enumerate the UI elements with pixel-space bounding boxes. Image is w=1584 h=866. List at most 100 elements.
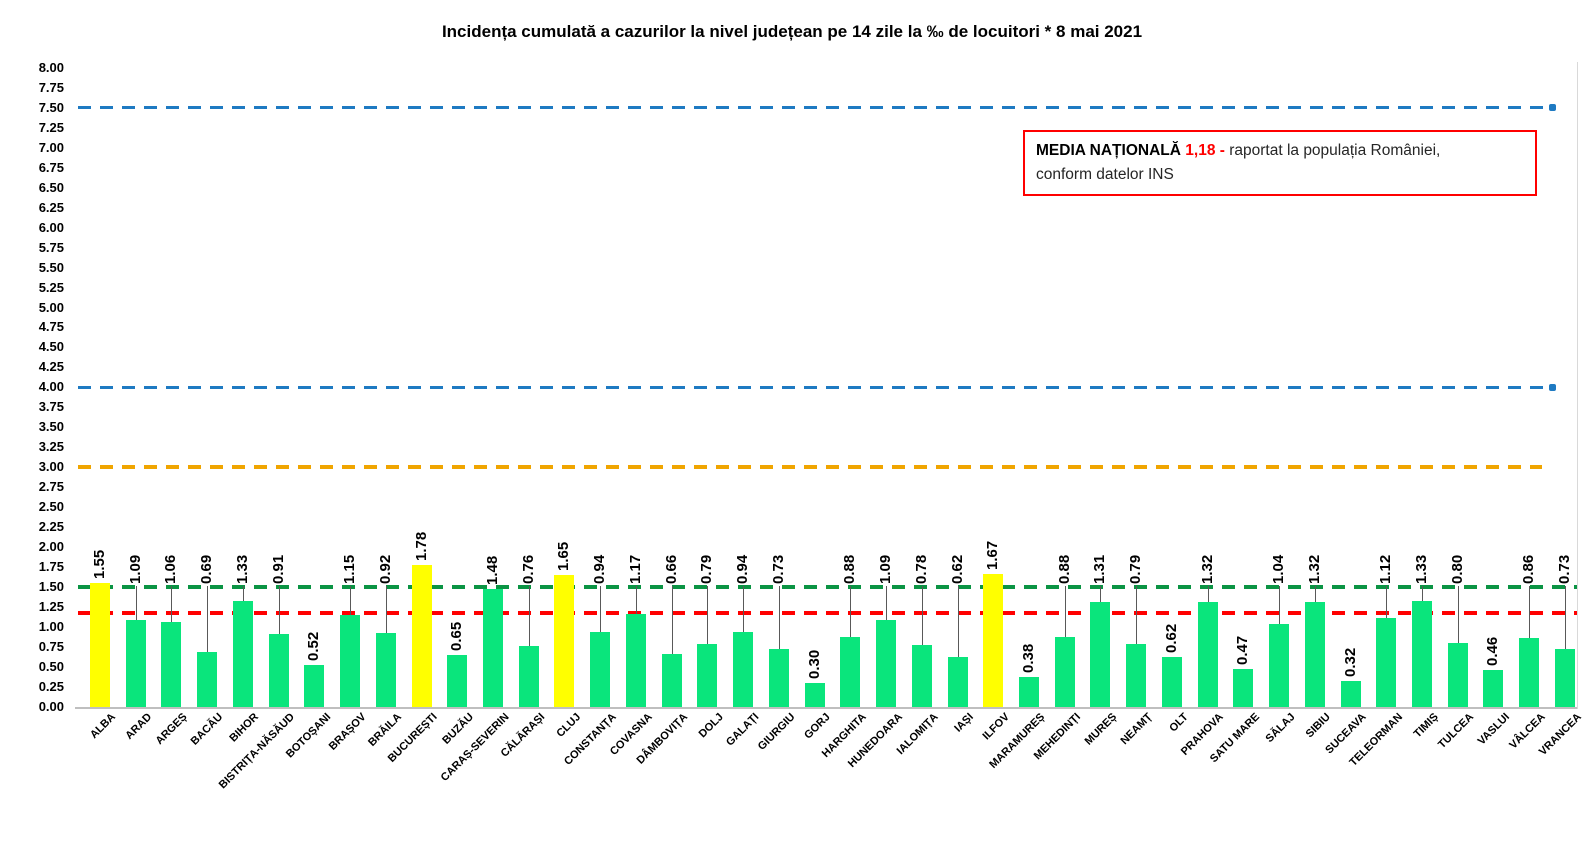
bar-value-label: 0.62 <box>1162 624 1180 654</box>
bar-leader-line <box>886 586 888 620</box>
y-tick-label: 4.75 <box>38 319 64 335</box>
bar-botoșani <box>304 665 325 707</box>
bar-value-label: 0.92 <box>376 554 394 584</box>
bar-value-label: 1.17 <box>626 554 644 584</box>
y-tick-label: 5.00 <box>38 299 64 315</box>
bar-value-label: 0.46 <box>1484 637 1502 667</box>
bar-value-label: 1.32 <box>1305 554 1323 584</box>
y-tick-label: 2.00 <box>38 539 64 555</box>
y-tick-label: 8.00 <box>38 59 64 75</box>
bar-value-label: 0.65 <box>448 621 466 652</box>
bar-value-label: 1.65 <box>555 541 573 572</box>
bar-harghita <box>840 636 861 707</box>
y-tick-label: 6.50 <box>38 179 64 195</box>
y-tick-label: 0.00 <box>38 699 64 714</box>
county-label-bihor: BIHOR <box>227 711 262 745</box>
bar-sibiu <box>1304 601 1325 707</box>
bar-leader-line <box>1564 586 1566 649</box>
bar-value-label: 1.55 <box>91 549 108 580</box>
bar-hunedoara <box>876 619 897 707</box>
national-average-box: MEDIA NAȚIONALĂ 1,18 - raportat la popul… <box>1023 130 1537 197</box>
bar-teleorman <box>1376 617 1397 707</box>
bar-constanța <box>590 631 611 707</box>
y-tick-label: 6.75 <box>38 159 64 175</box>
bar-brașov <box>340 615 361 707</box>
y-tick-label: 7.00 <box>38 139 64 155</box>
bar-value-label: 0.79 <box>698 554 716 584</box>
bar-value-label: 1.32 <box>1198 554 1216 584</box>
bar-value-label: 0.94 <box>734 554 752 584</box>
bar-ilfov <box>983 573 1004 707</box>
bar-prahova <box>1197 601 1218 707</box>
national-average-text-line1: raportat la populația României, <box>1229 142 1441 159</box>
y-tick-label: 7.75 <box>38 79 64 95</box>
y-tick-label: 7.50 <box>38 99 64 115</box>
bar-value-label: 0.80 <box>1448 554 1466 584</box>
bar-leader-line <box>242 586 244 601</box>
bar-leader-line <box>778 586 780 649</box>
bar-leader-line <box>1207 586 1209 602</box>
y-tick-label: 3.75 <box>38 399 64 415</box>
bar-cluj <box>554 575 575 707</box>
bar-value-label: 0.69 <box>198 554 216 584</box>
y-tick-label: 0.75 <box>38 639 64 655</box>
reference-line-4 <box>78 385 1545 389</box>
bar-value-label: 1.33 <box>233 554 251 584</box>
bar-value-label: 0.66 <box>662 554 680 584</box>
county-label-olt: OLT <box>1166 711 1191 735</box>
y-tick-label: 7.25 <box>38 119 64 135</box>
bar-value-label: 0.78 <box>912 554 930 584</box>
bar-leader-line <box>1136 586 1138 644</box>
bar-value-label: 0.47 <box>1234 636 1252 666</box>
y-tick-label: 1.75 <box>38 559 64 575</box>
bar-value-label: 1.09 <box>877 554 895 584</box>
bar-leader-line <box>1314 586 1316 602</box>
bar-vaslui <box>1483 670 1504 707</box>
bar-buzău <box>447 655 468 707</box>
bar-bistrița-năsăud <box>268 634 289 707</box>
bar-leader-line <box>1100 586 1102 603</box>
bar-value-label: 1.06 <box>162 554 180 584</box>
y-tick-label: 5.75 <box>38 239 64 255</box>
bar-leader-line <box>385 586 387 634</box>
bar-caraș-severin <box>483 588 504 707</box>
county-label-ilfov: ILFOV <box>980 711 1012 743</box>
county-label-neamț: NEAMȚ <box>1118 711 1155 748</box>
national-average-text-line2: conform datelor INS <box>1036 166 1174 184</box>
bar-value-label: 0.88 <box>1055 554 1073 584</box>
bar-mehedinți <box>1054 636 1075 707</box>
bar-value-label: 0.88 <box>841 554 859 584</box>
bar-galați <box>733 631 754 707</box>
bar-leader-line <box>350 586 352 616</box>
bar-value-label: 1.78 <box>412 531 430 561</box>
bar-bucurești <box>411 564 432 707</box>
bar-value-label: 0.79 <box>1127 554 1145 584</box>
bar-value-label: 1.12 <box>1377 554 1395 584</box>
y-tick-label: 3.00 <box>38 459 64 475</box>
bar-leader-line <box>1457 586 1459 644</box>
county-label-timiș: TIMIȘ <box>1411 711 1441 741</box>
bar-timiș <box>1412 600 1432 707</box>
county-label-sălaj: SĂLAJ <box>1263 711 1298 745</box>
bar-leader-line <box>278 586 280 635</box>
county-label-tulcea: TULCEA <box>1436 711 1477 752</box>
bar-bacău <box>197 651 218 707</box>
bar-value-label: 0.73 <box>1555 554 1573 584</box>
bar-leader-line <box>635 586 637 614</box>
reference-line-end-cap <box>1549 383 1556 391</box>
bar-olt <box>1161 657 1182 707</box>
bar-value-label: 1.31 <box>1091 554 1109 584</box>
bar-tulcea <box>1447 643 1468 707</box>
bar-leader-line <box>528 586 530 647</box>
bar-leader-line <box>171 586 173 623</box>
y-tick-label: 1.00 <box>38 619 64 635</box>
bar-value-label: 0.52 <box>305 632 323 662</box>
county-label-dolj: DOLJ <box>696 711 726 741</box>
bar-value-label: 1.48 <box>484 555 502 585</box>
bar-vrancea <box>1554 648 1575 707</box>
y-tick-label: 2.25 <box>38 519 64 535</box>
bar-value-label: 0.91 <box>269 554 287 584</box>
bar-argeș <box>161 622 182 707</box>
bar-value-label: 1.67 <box>984 540 1002 570</box>
